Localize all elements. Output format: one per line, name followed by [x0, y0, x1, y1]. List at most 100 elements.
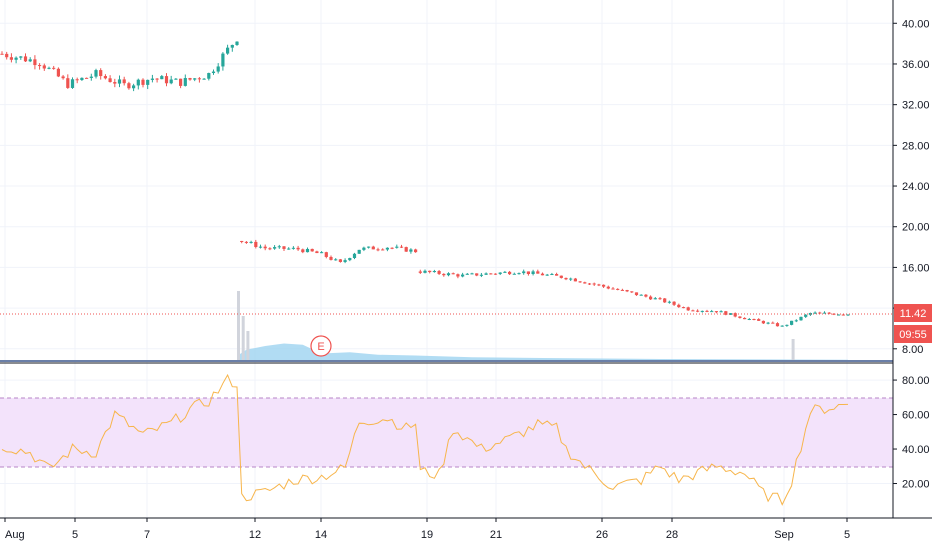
candle[interactable]: [475, 273, 479, 277]
candle[interactable]: [423, 269, 427, 274]
candle[interactable]: [164, 73, 169, 87]
candle[interactable]: [517, 272, 521, 275]
candle[interactable]: [226, 44, 230, 55]
candle[interactable]: [343, 258, 347, 264]
candle[interactable]: [132, 83, 136, 92]
candle[interactable]: [197, 77, 201, 83]
candle[interactable]: [409, 248, 413, 254]
candle[interactable]: [578, 281, 582, 283]
candle[interactable]: [357, 249, 361, 254]
candle[interactable]: [832, 313, 836, 316]
candle[interactable]: [14, 56, 18, 64]
candle[interactable]: [249, 240, 253, 244]
candle[interactable]: [80, 77, 84, 81]
candle[interactable]: [244, 241, 248, 244]
candle[interactable]: [522, 269, 526, 275]
candle[interactable]: [672, 301, 676, 307]
candle[interactable]: [663, 297, 667, 303]
candle[interactable]: [404, 246, 408, 252]
candle[interactable]: [334, 258, 338, 261]
candle[interactable]: [559, 275, 563, 279]
candle[interactable]: [61, 74, 65, 80]
candle[interactable]: [757, 318, 761, 321]
candle[interactable]: [291, 246, 295, 250]
candle[interactable]: [649, 295, 653, 301]
candle[interactable]: [573, 277, 577, 282]
candle[interactable]: [376, 247, 380, 252]
candle[interactable]: [296, 245, 300, 251]
candle[interactable]: [5, 51, 9, 60]
candle[interactable]: [263, 244, 267, 251]
candle[interactable]: [367, 246, 371, 249]
candle[interactable]: [310, 248, 314, 252]
candle[interactable]: [616, 288, 620, 291]
candle[interactable]: [160, 74, 164, 80]
candle[interactable]: [136, 78, 140, 90]
candle[interactable]: [52, 65, 56, 70]
candle[interactable]: [818, 311, 822, 314]
candle[interactable]: [155, 78, 159, 83]
candle[interactable]: [677, 303, 681, 308]
candle[interactable]: [705, 309, 709, 313]
candle[interactable]: [122, 76, 126, 86]
candle[interactable]: [555, 272, 559, 276]
candle[interactable]: [207, 72, 211, 81]
candle[interactable]: [667, 300, 671, 304]
candle[interactable]: [315, 250, 319, 254]
candle[interactable]: [606, 285, 610, 290]
candle[interactable]: [418, 269, 422, 275]
candle[interactable]: [38, 63, 42, 70]
rsi-axis[interactable]: 80.00 60.00 40.00 20.00: [893, 375, 930, 491]
candle[interactable]: [42, 63, 46, 71]
candle[interactable]: [141, 78, 145, 88]
candle[interactable]: [301, 248, 305, 254]
candle[interactable]: [799, 316, 803, 321]
candle[interactable]: [28, 57, 32, 63]
candle[interactable]: [681, 306, 686, 309]
candle[interactable]: [644, 294, 648, 298]
candle[interactable]: [536, 269, 540, 274]
candle[interactable]: [602, 284, 606, 289]
candle[interactable]: [456, 273, 460, 279]
candle[interactable]: [179, 78, 183, 89]
candle[interactable]: [479, 272, 483, 278]
candle[interactable]: [188, 77, 192, 81]
candle[interactable]: [719, 310, 723, 313]
candle[interactable]: [329, 255, 333, 261]
candle[interactable]: [634, 292, 639, 296]
candle[interactable]: [33, 55, 37, 70]
candle[interactable]: [258, 244, 263, 249]
candle[interactable]: [117, 75, 122, 88]
candle[interactable]: [442, 273, 446, 277]
candle[interactable]: [564, 277, 568, 281]
candle[interactable]: [813, 311, 817, 315]
candle[interactable]: [461, 272, 465, 278]
candle[interactable]: [268, 247, 272, 251]
candle[interactable]: [630, 291, 634, 294]
candle[interactable]: [305, 247, 310, 253]
candle[interactable]: [352, 252, 357, 260]
candle[interactable]: [743, 317, 747, 320]
candle[interactable]: [696, 309, 700, 313]
candle[interactable]: [371, 245, 375, 250]
candle[interactable]: [230, 44, 234, 52]
candle[interactable]: [837, 314, 841, 316]
candle[interactable]: [771, 321, 775, 324]
candle[interactable]: [216, 63, 220, 74]
candle[interactable]: [733, 312, 737, 318]
candle[interactable]: [381, 248, 385, 251]
candle[interactable]: [348, 257, 352, 262]
candle[interactable]: [89, 73, 93, 81]
candle[interactable]: [470, 272, 474, 275]
candle[interactable]: [700, 310, 704, 313]
candle[interactable]: [846, 314, 850, 316]
candle[interactable]: [0, 51, 4, 55]
candle[interactable]: [451, 272, 455, 275]
candle[interactable]: [531, 269, 535, 276]
candle[interactable]: [324, 251, 328, 259]
candle[interactable]: [822, 311, 827, 314]
candle[interactable]: [583, 281, 587, 284]
candle[interactable]: [780, 325, 784, 327]
candle[interactable]: [338, 258, 342, 263]
candle[interactable]: [747, 318, 751, 321]
